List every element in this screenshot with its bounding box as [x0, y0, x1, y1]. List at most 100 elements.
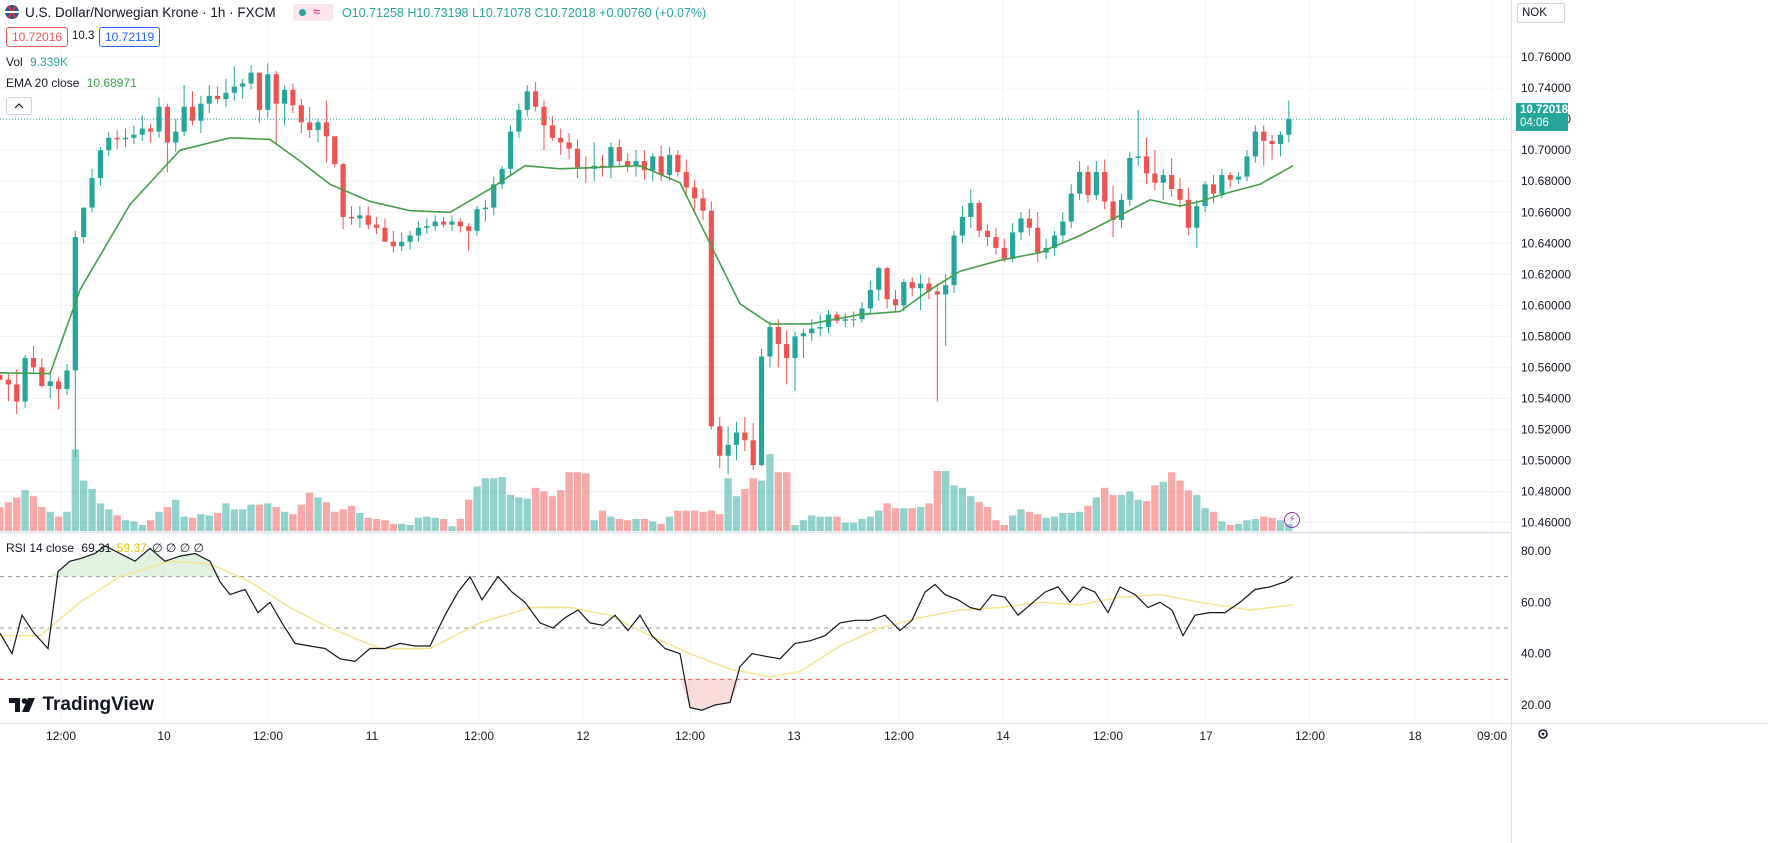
- price-tick-label: 10.74000: [1521, 81, 1571, 95]
- candle-body: [633, 161, 639, 166]
- time-tick-label: 10: [157, 729, 171, 743]
- candle-body: [374, 224, 380, 228]
- candle-body: [491, 184, 497, 208]
- candle-body: [809, 328, 815, 334]
- volume-bar: [891, 508, 900, 531]
- flag-icon: [4, 4, 20, 25]
- candle-body: [1026, 218, 1032, 228]
- currency-label[interactable]: NOK: [1517, 3, 1565, 23]
- volume-bar: [590, 520, 598, 531]
- volume-bar: [464, 499, 473, 531]
- volume-bar: [1176, 480, 1184, 531]
- rsi-tick-label: 80.00: [1521, 544, 1551, 558]
- volume-bar: [866, 516, 875, 531]
- lightning-icon[interactable]: ⚡: [1284, 512, 1300, 528]
- candle-body: [750, 440, 756, 466]
- volume-bar: [900, 508, 908, 531]
- candle-body: [666, 154, 673, 176]
- candle-body: [290, 89, 296, 106]
- candle-body: [382, 227, 388, 242]
- candle-body: [683, 171, 689, 188]
- volume-bar: [1092, 497, 1101, 531]
- sell-button[interactable]: 10.72016: [6, 27, 69, 47]
- collapse-legend-button[interactable]: [6, 97, 32, 115]
- candle-body: [281, 89, 288, 104]
- candle-body: [917, 283, 924, 289]
- candle-body: [47, 381, 53, 386]
- volume-bar: [540, 491, 548, 531]
- candle-body: [1035, 227, 1041, 253]
- candle-body: [884, 268, 890, 300]
- rsi-ma-value: 59.37: [116, 541, 147, 555]
- candle-body: [1210, 184, 1217, 194]
- rsi-oversold-fill: [702, 679, 715, 711]
- market-status-badge[interactable]: ≈: [293, 4, 333, 21]
- volume-bar: [155, 511, 163, 531]
- candle-body: [733, 432, 740, 445]
- volume-bar: [247, 504, 255, 531]
- rsi-overbought-fill: [150, 548, 165, 577]
- volume-bar: [264, 503, 272, 531]
- candle-body: [1018, 218, 1024, 233]
- volume-bar: [146, 520, 155, 531]
- candle-body: [390, 241, 396, 247]
- vol-label: Vol: [6, 55, 23, 69]
- volume-bar: [615, 519, 623, 531]
- volume-bar: [188, 517, 197, 531]
- volume-bar: [724, 478, 732, 531]
- volume-bar: [222, 503, 230, 531]
- volume-bar: [71, 449, 80, 531]
- candle-body: [984, 230, 991, 238]
- candle-body: [901, 282, 907, 306]
- volume-bar: [180, 516, 188, 531]
- spread-value: 10.3: [72, 30, 95, 42]
- price-tick-label: 10.56000: [1521, 360, 1571, 374]
- time-tick-label: 12:00: [46, 729, 76, 743]
- candle-body: [223, 92, 229, 100]
- volume-bar: [1193, 495, 1201, 531]
- volume-bar: [172, 499, 180, 531]
- volume-bar: [1067, 513, 1075, 531]
- volume-bar: [1101, 487, 1109, 531]
- candle-body: [909, 282, 915, 289]
- candle-body: [424, 226, 430, 228]
- symbol-title[interactable]: U.S. Dollar/Norwegian Krone · 1h · FXCM: [25, 5, 276, 20]
- volume-bar: [950, 485, 958, 531]
- rsi-overbought-fill: [58, 561, 70, 577]
- tradingview-logo-text: TradingView: [42, 694, 155, 715]
- candle-body: [114, 137, 120, 140]
- time-tick-label: 12:00: [1295, 729, 1325, 743]
- rsi-oversold-fill: [715, 679, 730, 706]
- candle-body: [1277, 134, 1284, 145]
- volume-bar: [565, 472, 573, 531]
- rsi-overbought-fill: [95, 545, 105, 577]
- candle-body: [214, 95, 221, 100]
- volume-bar: [967, 496, 975, 531]
- volume-legend[interactable]: Vol 9.339K: [6, 55, 68, 69]
- tradingview-logo[interactable]: TradingView: [8, 694, 154, 716]
- volume-bar: [1184, 490, 1193, 531]
- settings-gear-icon[interactable]: [1536, 727, 1550, 746]
- candle-body: [1060, 221, 1066, 236]
- candle-body: [0, 375, 3, 380]
- volume-bar: [975, 502, 983, 531]
- rsi-extra-values: ∅ ∅ ∅ ∅: [152, 541, 204, 555]
- rsi-legend[interactable]: RSI 14 close 69.31 59.37 ∅ ∅ ∅ ∅: [6, 541, 204, 555]
- candle-body: [533, 91, 539, 107]
- volume-bar: [80, 480, 88, 531]
- ema-legend[interactable]: EMA 20 close 10.68971: [6, 76, 137, 90]
- candle-body: [39, 367, 45, 386]
- volume-bar: [983, 507, 992, 531]
- volume-bar: [289, 514, 297, 531]
- chevron-up-icon: [14, 103, 24, 109]
- volume-bar: [4, 502, 13, 531]
- volume-bar: [1034, 514, 1042, 531]
- candle-body: [834, 314, 840, 321]
- candle-body: [55, 381, 62, 390]
- buy-button[interactable]: 10.72119: [99, 27, 161, 47]
- candle-body: [959, 216, 966, 236]
- candle-body: [616, 147, 622, 162]
- candle-body: [775, 327, 781, 345]
- candle-body: [1252, 131, 1258, 157]
